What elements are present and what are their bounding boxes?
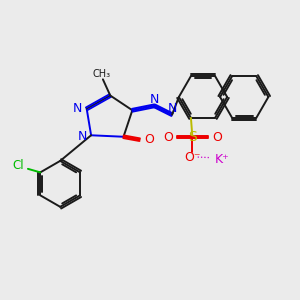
Text: N: N <box>167 102 177 115</box>
Text: S: S <box>188 130 197 144</box>
Text: N: N <box>77 130 87 143</box>
Text: K⁺: K⁺ <box>214 153 229 166</box>
Text: N: N <box>73 102 82 115</box>
Text: O: O <box>212 130 222 143</box>
Text: N: N <box>150 93 159 106</box>
Text: CH₃: CH₃ <box>92 69 110 79</box>
Text: O: O <box>145 133 154 146</box>
Text: O⁻: O⁻ <box>185 151 201 164</box>
Text: O: O <box>163 130 173 143</box>
Text: Cl: Cl <box>13 159 24 172</box>
